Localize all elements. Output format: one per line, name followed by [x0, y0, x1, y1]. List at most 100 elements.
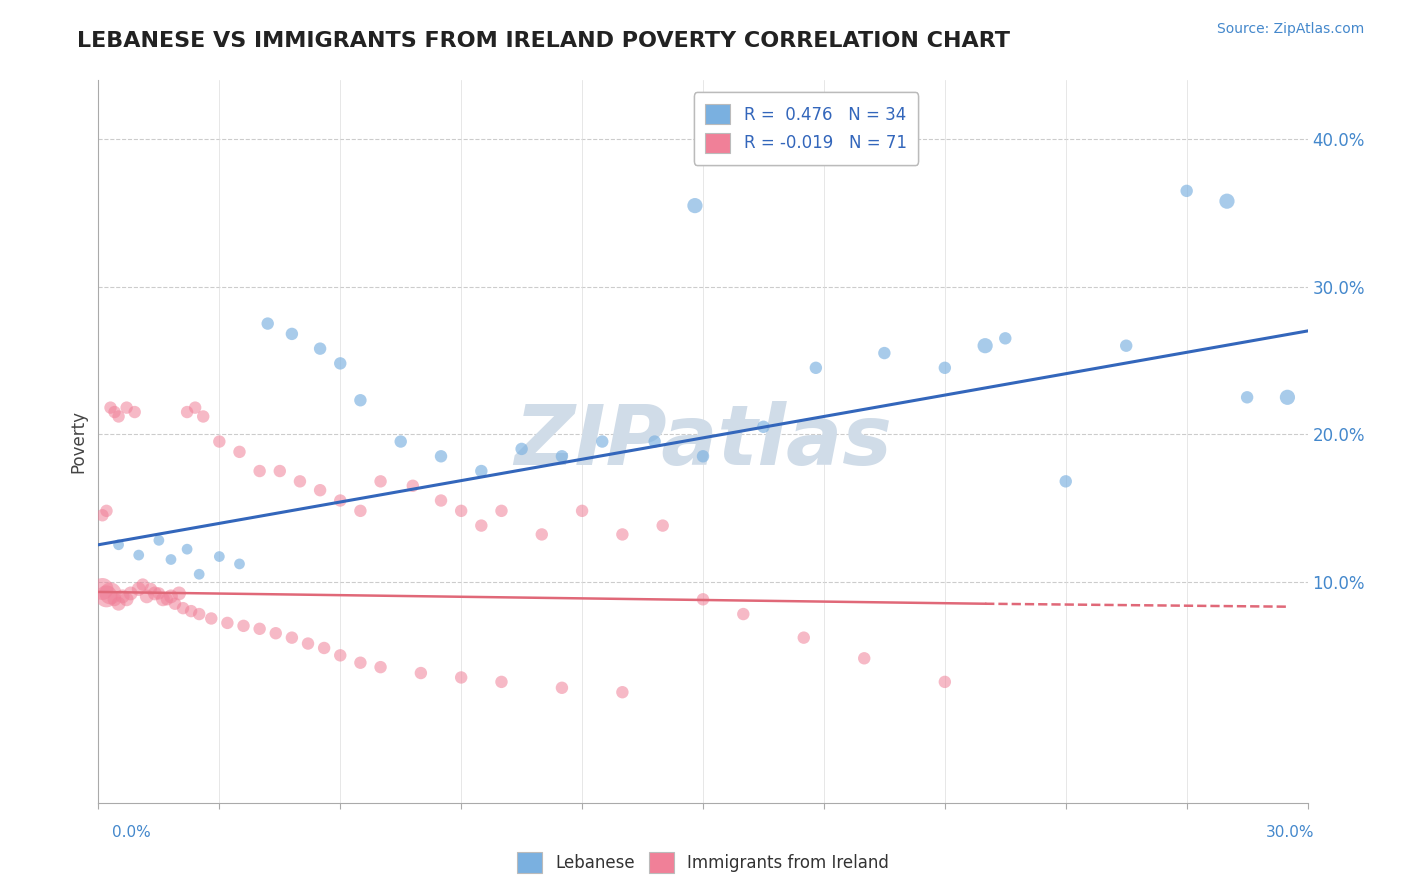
Point	[111, 590, 134, 604]
Point	[103, 405, 125, 419]
Point	[402, 479, 425, 493]
Point	[591, 434, 613, 449]
Point	[329, 356, 352, 370]
Text: 30.0%: 30.0%	[1267, 825, 1315, 840]
Point	[208, 434, 231, 449]
Text: ZIPatlas: ZIPatlas	[515, 401, 891, 482]
Point	[1115, 339, 1137, 353]
Point	[188, 607, 211, 621]
Point	[176, 542, 198, 557]
Point	[200, 611, 222, 625]
Point	[132, 577, 155, 591]
Point	[752, 419, 775, 434]
Point	[91, 582, 114, 596]
Point	[491, 674, 513, 689]
Point	[281, 326, 304, 341]
Point	[530, 527, 553, 541]
Point	[450, 504, 472, 518]
Y-axis label: Poverty: Poverty	[69, 410, 87, 473]
Point	[470, 518, 492, 533]
Point	[349, 504, 371, 518]
Point	[1054, 475, 1077, 489]
Point	[389, 434, 412, 449]
Point	[370, 475, 392, 489]
Point	[370, 660, 392, 674]
Point	[107, 597, 129, 611]
Point	[309, 342, 332, 356]
Point	[551, 450, 574, 464]
Point	[309, 483, 332, 498]
Point	[135, 590, 157, 604]
Point	[152, 592, 174, 607]
Point	[256, 317, 278, 331]
Point	[232, 619, 254, 633]
Point	[148, 533, 170, 548]
Point	[349, 656, 371, 670]
Point	[148, 586, 170, 600]
Point	[91, 508, 114, 523]
Point	[329, 648, 352, 663]
Point	[409, 666, 432, 681]
Point	[288, 475, 311, 489]
Text: LEBANESE VS IMMIGRANTS FROM IRELAND POVERTY CORRELATION CHART: LEBANESE VS IMMIGRANTS FROM IRELAND POVE…	[77, 31, 1011, 51]
Point	[470, 464, 492, 478]
Point	[107, 538, 129, 552]
Point	[103, 592, 125, 607]
Point	[96, 590, 118, 604]
Legend: R =  0.476   N = 34, R = -0.019   N = 71: R = 0.476 N = 34, R = -0.019 N = 71	[693, 92, 918, 164]
Point	[1175, 184, 1198, 198]
Point	[551, 681, 574, 695]
Point	[143, 586, 166, 600]
Point	[264, 626, 287, 640]
Point	[491, 504, 513, 518]
Point	[793, 631, 815, 645]
Point	[193, 409, 215, 424]
Point	[1236, 390, 1258, 404]
Point	[430, 450, 453, 464]
Point	[107, 409, 129, 424]
Point	[163, 597, 186, 611]
Point	[139, 582, 162, 596]
Point	[873, 346, 896, 360]
Point	[644, 434, 666, 449]
Point	[692, 592, 714, 607]
Point	[1216, 194, 1239, 209]
Point	[733, 607, 755, 621]
Point	[974, 339, 997, 353]
Point	[249, 464, 271, 478]
Point	[853, 651, 876, 665]
Point	[651, 518, 673, 533]
Point	[184, 401, 207, 415]
Point	[208, 549, 231, 564]
Point	[430, 493, 453, 508]
Point	[115, 592, 138, 607]
Point	[160, 552, 183, 566]
Point	[1277, 390, 1299, 404]
Point	[176, 405, 198, 419]
Point	[128, 548, 150, 562]
Point	[188, 567, 211, 582]
Point	[156, 592, 179, 607]
Point	[510, 442, 533, 456]
Point	[692, 450, 714, 464]
Point	[571, 504, 593, 518]
Point	[934, 360, 956, 375]
Point	[612, 527, 634, 541]
Point	[124, 405, 146, 419]
Point	[120, 586, 142, 600]
Text: 0.0%: 0.0%	[112, 825, 152, 840]
Point	[297, 636, 319, 650]
Point	[269, 464, 291, 478]
Point	[167, 586, 190, 600]
Point	[314, 640, 336, 655]
Text: Source: ZipAtlas.com: Source: ZipAtlas.com	[1216, 22, 1364, 37]
Legend: Lebanese, Immigrants from Ireland: Lebanese, Immigrants from Ireland	[510, 846, 896, 880]
Point	[349, 393, 371, 408]
Point	[934, 674, 956, 689]
Point	[100, 401, 122, 415]
Point	[228, 557, 250, 571]
Point	[329, 493, 352, 508]
Point	[180, 604, 202, 618]
Point	[172, 601, 194, 615]
Point	[115, 401, 138, 415]
